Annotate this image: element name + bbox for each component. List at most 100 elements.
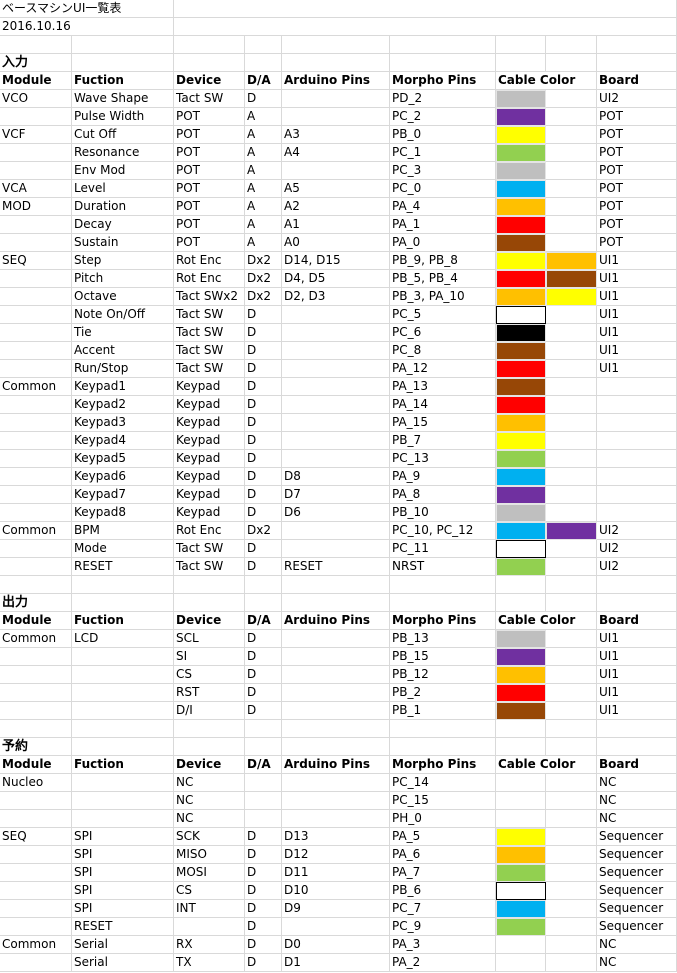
cell-board[interactable]: POT bbox=[597, 234, 677, 252]
empty-cell[interactable] bbox=[546, 414, 597, 432]
empty-cell[interactable] bbox=[546, 630, 597, 648]
cable-color-swatch[interactable] bbox=[496, 468, 546, 486]
cell-device[interactable]: TX bbox=[174, 954, 245, 972]
cell-function[interactable]: Keypad7 bbox=[72, 486, 174, 504]
cable-color-swatch[interactable] bbox=[496, 270, 546, 288]
cell-board[interactable]: UI2 bbox=[597, 540, 677, 558]
cell-function[interactable]: Sustain bbox=[72, 234, 174, 252]
empty-cell[interactable] bbox=[496, 810, 546, 828]
cable-color-swatch[interactable] bbox=[496, 252, 546, 270]
cell-da[interactable]: D bbox=[245, 324, 282, 342]
empty-cell[interactable] bbox=[496, 774, 546, 792]
empty-cell[interactable] bbox=[174, 594, 245, 612]
cable-color-swatch[interactable] bbox=[546, 522, 597, 540]
header-module[interactable]: Module bbox=[0, 72, 72, 90]
cell-function[interactable] bbox=[72, 810, 174, 828]
cell-morpho[interactable]: PB_6 bbox=[390, 882, 496, 900]
cell-function[interactable]: RESET bbox=[72, 918, 174, 936]
cell-function[interactable]: Duration bbox=[72, 198, 174, 216]
empty-cell[interactable] bbox=[546, 90, 597, 108]
cell-function[interactable]: Keypad5 bbox=[72, 450, 174, 468]
empty-cell[interactable] bbox=[546, 504, 597, 522]
cell-da[interactable]: D bbox=[245, 360, 282, 378]
cell-function[interactable]: Keypad1 bbox=[72, 378, 174, 396]
cell-da[interactable]: D bbox=[245, 936, 282, 954]
cell-arduino[interactable] bbox=[282, 684, 390, 702]
cell-board[interactable]: UI1 bbox=[597, 648, 677, 666]
cell-function[interactable]: Serial bbox=[72, 936, 174, 954]
header-arduino[interactable]: Arduino Pins bbox=[282, 72, 390, 90]
cell-board[interactable]: UI1 bbox=[597, 666, 677, 684]
cell-function[interactable]: Accent bbox=[72, 342, 174, 360]
cell-board[interactable]: UI2 bbox=[597, 558, 677, 576]
cell-da[interactable]: D bbox=[245, 882, 282, 900]
cell-function[interactable]: Mode bbox=[72, 540, 174, 558]
cell-arduino[interactable] bbox=[282, 918, 390, 936]
cell-board[interactable] bbox=[597, 450, 677, 468]
cell-module[interactable] bbox=[0, 162, 72, 180]
cell-da[interactable]: D bbox=[245, 396, 282, 414]
empty-cell[interactable] bbox=[496, 954, 546, 972]
cell-module[interactable] bbox=[0, 900, 72, 918]
cell-morpho[interactable]: PB_9, PB_8 bbox=[390, 252, 496, 270]
cell-module[interactable] bbox=[0, 486, 72, 504]
cell-da[interactable]: D bbox=[245, 378, 282, 396]
cell-board[interactable] bbox=[597, 378, 677, 396]
cell-module[interactable]: VCF bbox=[0, 126, 72, 144]
cell-function[interactable]: Pitch bbox=[72, 270, 174, 288]
empty-cell[interactable] bbox=[72, 720, 174, 738]
cell-device[interactable]: POT bbox=[174, 216, 245, 234]
cell-device[interactable]: Tact SW bbox=[174, 342, 245, 360]
cable-color-swatch[interactable] bbox=[496, 324, 546, 342]
cell-da[interactable]: A bbox=[245, 162, 282, 180]
cell-morpho[interactable]: PC_0 bbox=[390, 180, 496, 198]
cell-function[interactable]: Wave Shape bbox=[72, 90, 174, 108]
cell-da[interactable]: D bbox=[245, 540, 282, 558]
cell-arduino[interactable] bbox=[282, 540, 390, 558]
empty-cell[interactable] bbox=[496, 738, 546, 756]
cell-function[interactable]: Tie bbox=[72, 324, 174, 342]
cell-arduino[interactable] bbox=[282, 90, 390, 108]
cell-device[interactable]: SCK bbox=[174, 828, 245, 846]
cell-board[interactable]: UI1 bbox=[597, 342, 677, 360]
cell-device[interactable]: Keypad bbox=[174, 432, 245, 450]
empty-cell[interactable] bbox=[546, 54, 597, 72]
cell-da[interactable]: D bbox=[245, 828, 282, 846]
cell-morpho[interactable]: PC_7 bbox=[390, 900, 496, 918]
empty-cell[interactable] bbox=[546, 234, 597, 252]
cell-arduino[interactable]: A5 bbox=[282, 180, 390, 198]
cell-da[interactable]: D bbox=[245, 666, 282, 684]
cell-morpho[interactable]: PA_12 bbox=[390, 360, 496, 378]
cell-arduino[interactable] bbox=[282, 396, 390, 414]
cell-da[interactable]: D bbox=[245, 468, 282, 486]
cell-function[interactable] bbox=[72, 792, 174, 810]
cell-function[interactable]: BPM bbox=[72, 522, 174, 540]
cell-morpho[interactable]: PA_8 bbox=[390, 486, 496, 504]
empty-cell[interactable] bbox=[546, 702, 597, 720]
cell-function[interactable] bbox=[72, 666, 174, 684]
header-device[interactable]: Device bbox=[174, 756, 245, 774]
cell-device[interactable]: CS bbox=[174, 666, 245, 684]
cell-da[interactable]: D bbox=[245, 450, 282, 468]
cell-module[interactable] bbox=[0, 954, 72, 972]
cell-device[interactable]: Tact SW bbox=[174, 360, 245, 378]
cable-color-swatch[interactable] bbox=[546, 288, 597, 306]
cable-color-swatch[interactable] bbox=[496, 162, 546, 180]
cell-device[interactable]: POT bbox=[174, 126, 245, 144]
cell-device[interactable]: POT bbox=[174, 234, 245, 252]
cell-device[interactable]: NC bbox=[174, 774, 245, 792]
cell-da[interactable]: D bbox=[245, 954, 282, 972]
cell-module[interactable] bbox=[0, 324, 72, 342]
header-module[interactable]: Module bbox=[0, 756, 72, 774]
empty-cell[interactable] bbox=[546, 666, 597, 684]
empty-cell[interactable] bbox=[546, 900, 597, 918]
section-title[interactable]: 入力 bbox=[0, 54, 72, 72]
cable-color-swatch[interactable] bbox=[496, 540, 546, 558]
cell-board[interactable]: UI1 bbox=[597, 306, 677, 324]
empty-cell[interactable] bbox=[546, 936, 597, 954]
cell-morpho[interactable]: PA_7 bbox=[390, 864, 496, 882]
cell-device[interactable]: D/I bbox=[174, 702, 245, 720]
cell-board[interactable]: POT bbox=[597, 162, 677, 180]
cell-arduino[interactable]: RESET bbox=[282, 558, 390, 576]
cell-module[interactable] bbox=[0, 396, 72, 414]
